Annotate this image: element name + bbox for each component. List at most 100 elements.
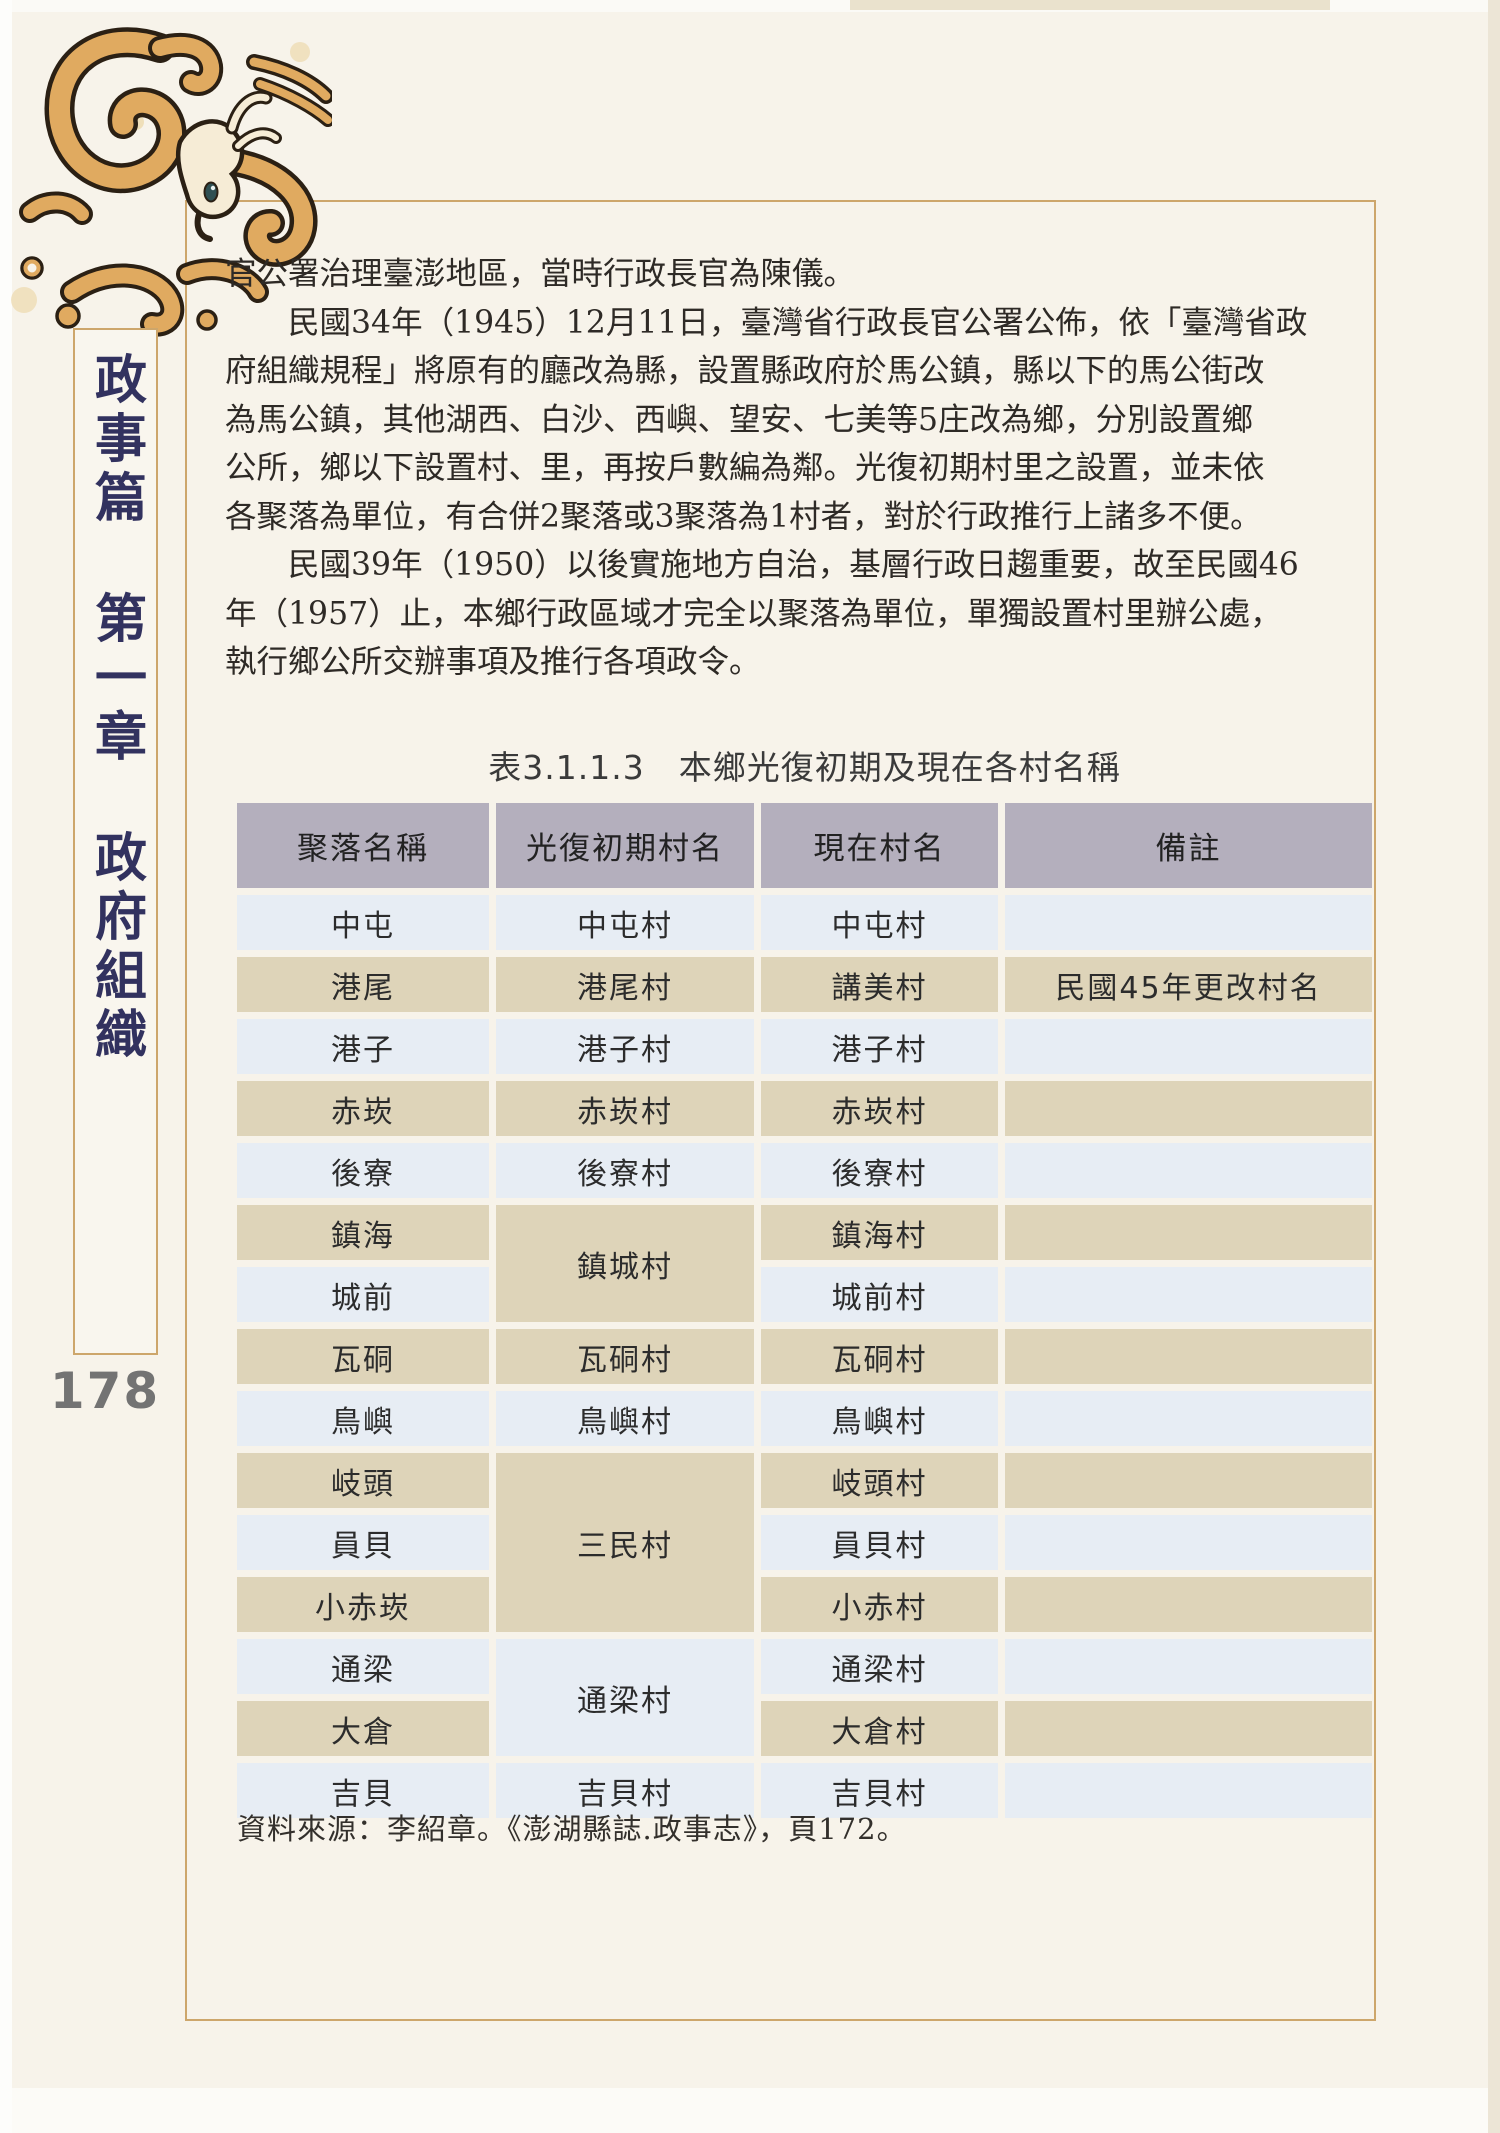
scan-edge-right [1488,0,1500,2133]
table-row: 通梁 通梁村 通梁村 [237,1639,1372,1756]
village-name-table: 聚落名稱 光復初期村名 現在村名 備註 中屯 中屯村 中屯村 港尾 港尾村 講美村 民國45年更改… [230,796,1379,1825]
table-row: 赤崁 赤崁村 赤崁村 [237,1081,1372,1136]
early-village-name-cell: 赤崁村 [496,1081,754,1136]
content-frame-border [185,200,1376,2021]
table-column-header: 光復初期村名 [496,803,754,888]
chapter-sidebar: 政事篇 第一章 政府組織 [73,328,158,1355]
settlement-name-cell: 岐頭 [237,1453,489,1508]
scan-edge-left [0,0,12,2133]
body-text-line: 府組織規程」將原有的廳改為縣，設置縣政府於馬公鎮，縣以下的馬公街改 [225,353,1265,389]
settlement-name-cell: 吉貝 [237,1763,489,1818]
table-row: 大倉 大倉村 [237,1701,1372,1756]
table-column-header: 聚落名稱 [237,803,489,888]
settlement-name-cell: 鳥嶼 [237,1391,489,1446]
current-village-name-cell: 後寮村 [761,1143,998,1198]
scan-edge-smudge [850,0,1330,10]
table-column-header: 備註 [1005,803,1372,888]
table-source-note: 資料來源：李紹章。《澎湖縣誌.政事志》，頁172。 [237,1812,907,1846]
current-village-name-cell: 岐頭村 [761,1453,998,1508]
table-column-header: 現在村名 [761,803,998,888]
settlement-name-cell: 員貝 [237,1515,489,1570]
early-village-name-cell: 中屯村 [496,895,754,950]
table-row: 小赤崁 小赤村 [237,1577,1372,1632]
current-village-name-cell: 中屯村 [761,895,998,950]
dragon-ornament-illustration [11,27,332,337]
body-text-line: 民國34年（1945）12月11日，臺灣省行政長官公署公佈，依「臺灣省政 [225,304,1308,341]
settlement-name-cell: 後寮 [237,1143,489,1198]
dragon-head [175,119,245,220]
early-village-name-cell: 鳥嶼村 [496,1391,754,1446]
note-cell [1005,1763,1372,1818]
body-text-line: 公所，鄉以下設置村、里，再按戶數編為鄰。光復初期村里之設置，並未依 [225,450,1265,486]
body-text-line: 民國39年（1950）以後實施地方自治，基層行政日趨重要，故至民國46 [225,547,1299,583]
table-row: 鎮海 鎮城村 鎮海村 [237,1205,1372,1322]
note-cell [1005,1267,1372,1322]
note-cell [1005,1639,1372,1694]
note-cell [1005,1205,1372,1260]
current-village-name-cell: 鳥嶼村 [761,1391,998,1446]
body-text-line: 為馬公鎮，其他湖西、白沙、西嶼、望安、七美等5庄改為鄉，分別設置鄉 [225,401,1254,438]
note-cell [1005,1081,1372,1136]
early-village-name-cell: 通梁村 [496,1639,754,1756]
settlement-name-cell: 城前 [237,1267,489,1322]
sidebar-part-label: 政事篇 [85,352,147,529]
note-cell [1005,1577,1372,1632]
note-cell [1005,1329,1372,1384]
note-cell [1005,1701,1372,1756]
current-village-name-cell: 港子村 [761,1019,998,1074]
settlement-name-cell: 通梁 [237,1639,489,1694]
note-cell [1005,1019,1372,1074]
body-text-line: 官公署治理臺澎地區，當時行政長官為陳儀。 [225,256,856,292]
settlement-name-cell: 小赤崁 [237,1577,489,1632]
table-row: 瓦硐 瓦硐村 瓦硐村 [237,1329,1372,1384]
early-village-name-cell: 鎮城村 [496,1205,754,1322]
early-village-name-cell: 吉貝村 [496,1763,754,1818]
note-cell [1005,1515,1372,1570]
sidebar-section-label: 政府組織 [85,830,147,1066]
note-cell [1005,1391,1372,1446]
current-village-name-cell: 通梁村 [761,1639,998,1694]
table-row: 吉貝 吉貝村 吉貝村 [237,1763,1372,1818]
note-cell [1005,895,1372,950]
early-village-name-cell: 後寮村 [496,1143,754,1198]
table-row: 城前 城前村 [237,1267,1372,1322]
body-text-line: 年（1957）止，本鄉行政區域才完全以聚落為單位，單獨設置村里辦公處， [225,595,1282,632]
current-village-name-cell: 鎮海村 [761,1205,998,1260]
settlement-name-cell: 中屯 [237,895,489,950]
table-row: 中屯 中屯村 中屯村 [237,895,1372,950]
early-village-name-cell: 瓦硐村 [496,1329,754,1384]
early-village-name-cell: 三民村 [496,1453,754,1632]
table-row: 鳥嶼 鳥嶼村 鳥嶼村 [237,1391,1372,1446]
settlement-name-cell: 鎮海 [237,1205,489,1260]
table-row: 港尾 港尾村 講美村 民國45年更改村名 [237,957,1372,1012]
current-village-name-cell: 小赤村 [761,1577,998,1632]
body-text-line: 執行鄉公所交辦事項及推行各項政令。 [225,644,761,680]
note-cell: 民國45年更改村名 [1005,957,1372,1012]
early-village-name-cell: 港子村 [496,1019,754,1074]
table-title: 表3.1.1.3 本鄉光復初期及現在各村名稱 [488,748,1121,787]
early-village-name-cell: 港尾村 [496,957,754,1012]
note-cell [1005,1453,1372,1508]
page-number: 178 [49,1362,161,1420]
sidebar-chapter-label: 第一章 [85,591,147,768]
current-village-name-cell: 瓦硐村 [761,1329,998,1384]
current-village-name-cell: 講美村 [761,957,998,1012]
current-village-name-cell: 大倉村 [761,1701,998,1756]
scan-edge-bottom [0,2088,1500,2133]
current-village-name-cell: 員貝村 [761,1515,998,1570]
dragon-eye [203,181,219,203]
settlement-name-cell: 大倉 [237,1701,489,1756]
note-cell [1005,1143,1372,1198]
table-row: 後寮 後寮村 後寮村 [237,1143,1372,1198]
current-village-name-cell: 城前村 [761,1267,998,1322]
settlement-name-cell: 赤崁 [237,1081,489,1136]
current-village-name-cell: 吉貝村 [761,1763,998,1818]
table-row: 員貝 員貝村 [237,1515,1372,1570]
body-text-line: 各聚落為單位，有合併2聚落或3聚落為1村者，對於行政推行上諸多不便。 [225,498,1262,535]
current-village-name-cell: 赤崁村 [761,1081,998,1136]
table-row: 岐頭 三民村 岐頭村 [237,1453,1372,1632]
settlement-name-cell: 瓦硐 [237,1329,489,1384]
settlement-name-cell: 港子 [237,1019,489,1074]
settlement-name-cell: 港尾 [237,957,489,1012]
